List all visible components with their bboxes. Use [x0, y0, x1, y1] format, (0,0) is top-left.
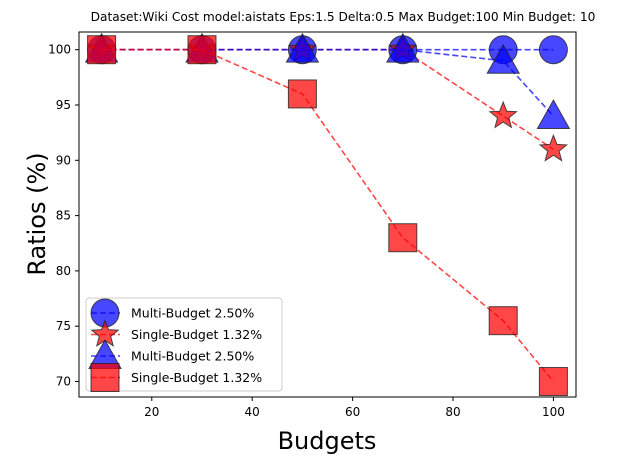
- legend: Multi-Budget 2.50% Single-Budget 1.32% Mul…: [85, 297, 283, 392]
- data-point-square: [187, 35, 217, 65]
- data-point-square: [388, 223, 418, 253]
- axis-ticks: 20 40 60 80 100 70 75 80 85 90 95 100: [48, 43, 565, 419]
- series-square: [87, 35, 568, 397]
- x-tick-label: 60: [345, 405, 360, 419]
- y-tick-label: 100: [48, 43, 71, 57]
- legend-label: Multi-Budget 2.50%: [131, 349, 254, 364]
- series-line: [101, 48, 555, 117]
- y-tick-label: 95: [56, 98, 71, 112]
- y-tick-label: 70: [56, 375, 71, 389]
- data-point-triangle: [536, 99, 571, 130]
- y-axis-label: Ratios (%): [23, 152, 51, 275]
- legend-label: Single-Budget 1.32%: [131, 370, 262, 385]
- data-point-circle: [538, 35, 568, 65]
- legend-box: [85, 297, 283, 392]
- legend-item: Multi-Budget 2.50%: [90, 298, 254, 328]
- data-point-star: [538, 133, 569, 162]
- x-axis-label: Budgets: [278, 427, 377, 455]
- legend-item: Single-Budget 1.32%: [90, 363, 262, 392]
- legend-marker-square: [90, 363, 120, 392]
- series-line: [101, 48, 554, 150]
- data-point-triangle: [285, 32, 320, 63]
- x-tick-label: 100: [542, 405, 565, 419]
- data-point-triangle: [385, 32, 420, 63]
- data-point-square: [538, 367, 568, 397]
- y-tick-label: 80: [56, 264, 71, 278]
- legend-item: Multi-Budget 2.50%: [88, 338, 254, 369]
- legend-label: Single-Budget 1.32%: [131, 327, 262, 342]
- data-point-star: [488, 100, 518, 129]
- x-tick-label: 80: [445, 405, 460, 419]
- chart-title: Dataset:Wiki Cost model:aistats Eps:1.5 …: [91, 10, 596, 24]
- data-point-square: [488, 306, 518, 336]
- series-layer: [84, 32, 571, 397]
- plot-area: [78, 31, 577, 398]
- data-point-triangle: [486, 43, 521, 74]
- x-tick-label: 40: [245, 405, 260, 419]
- data-point-square: [287, 79, 317, 109]
- legend-label: Multi-Budget 2.50%: [131, 306, 254, 321]
- y-tick-label: 85: [56, 209, 71, 223]
- data-point-square: [87, 35, 117, 65]
- x-tick-label: 20: [144, 405, 159, 419]
- y-tick-label: 75: [56, 319, 71, 333]
- y-tick-label: 90: [56, 153, 71, 167]
- series-line: [101, 48, 555, 383]
